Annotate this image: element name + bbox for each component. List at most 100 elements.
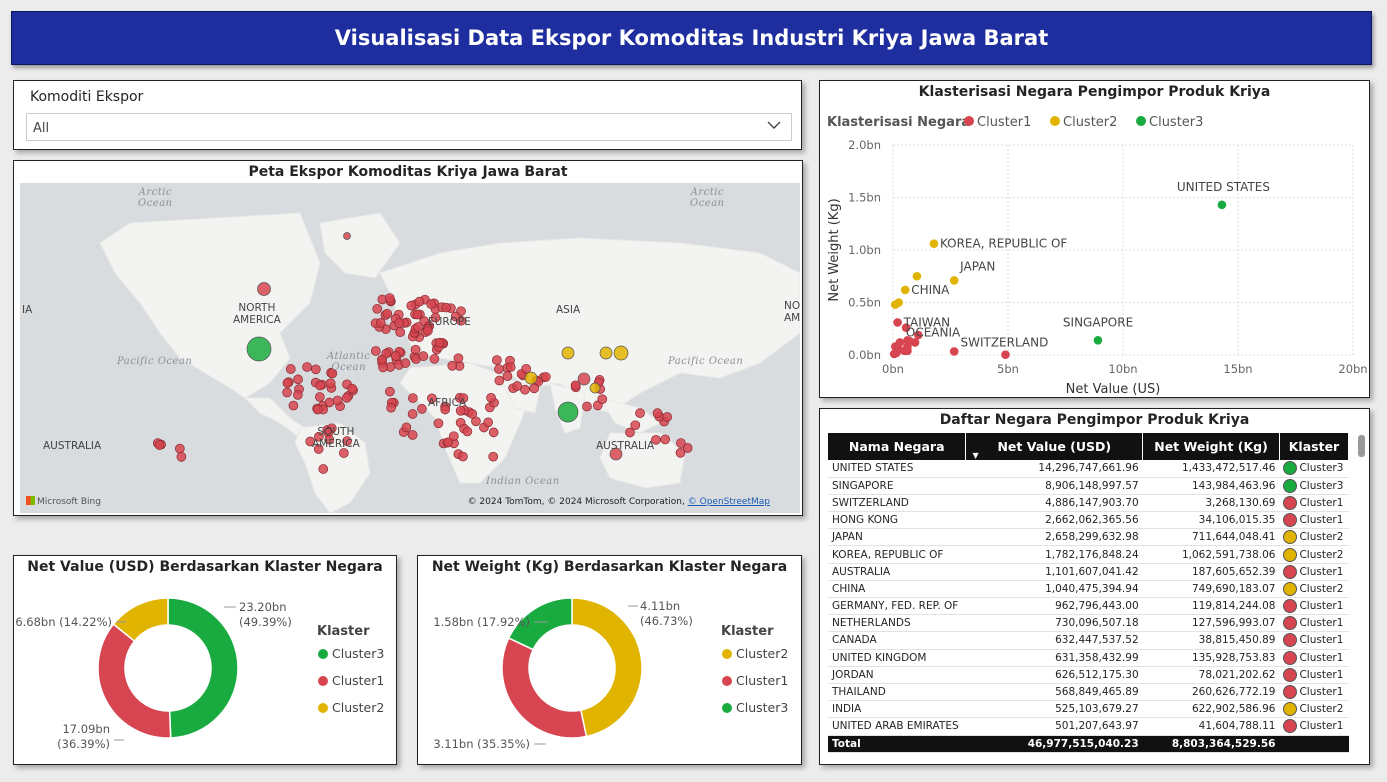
legend-label-cluster3[interactable]: Cluster3 (332, 646, 384, 661)
table-row[interactable]: AUSTRALIA 1,101,607,041.42 187,605,652.39 C… (828, 563, 1349, 581)
table-row[interactable]: THAILAND 568,849,465.89 260,626,772.19 Clus… (828, 683, 1349, 702)
scatter-point-cluster1[interactable] (891, 342, 900, 351)
map-point-cluster1[interactable] (154, 440, 165, 450)
map-point-cluster1[interactable] (597, 394, 608, 405)
map-point-cluster1[interactable] (293, 374, 303, 385)
map-point-cluster1[interactable] (343, 232, 351, 240)
map-point-cluster1[interactable] (382, 308, 393, 319)
map-point-cluster1[interactable] (453, 353, 464, 364)
map-point-cluster1[interactable] (370, 346, 381, 356)
map-point-cluster1[interactable] (324, 434, 335, 445)
map-point-cluster1[interactable] (338, 448, 349, 458)
map-point-cluster1[interactable] (302, 362, 312, 372)
scatter-point-cluster3[interactable] (1093, 336, 1103, 345)
map-point-cluster1[interactable] (494, 364, 504, 374)
map-point-cluster1[interactable] (305, 436, 316, 447)
map-point-cluster1[interactable] (325, 378, 336, 389)
donut-slice-cluster1[interactable] (501, 637, 588, 739)
map-point-cluster1[interactable] (529, 383, 540, 394)
scatter-point-cluster1[interactable] (914, 330, 923, 340)
map-point-cluster1[interactable] (652, 408, 663, 418)
scatter-point-cluster2[interactable] (900, 285, 910, 295)
legend-label-cluster2[interactable]: Cluster2 (1063, 115, 1117, 130)
legend-label-cluster3[interactable]: Cluster3 (736, 700, 788, 715)
col-header-net-value[interactable]: Net Value (USD) ▼ (965, 433, 1144, 460)
map-point-cluster1[interactable] (385, 386, 395, 397)
chevron-down-icon[interactable] (765, 116, 783, 134)
map-point-cluster1[interactable] (407, 430, 418, 440)
map-point-cluster1[interactable] (332, 395, 343, 406)
map-point-cluster1[interactable] (570, 380, 581, 391)
map-point-cluster1[interactable] (582, 401, 592, 412)
map-point-cluster1[interactable] (625, 427, 635, 438)
legend-label-cluster2[interactable]: Cluster2 (332, 700, 384, 715)
map-point-cluster1[interactable] (443, 437, 453, 448)
map-point-cluster1[interactable] (427, 393, 437, 404)
map-point-cluster1[interactable] (488, 427, 499, 438)
donut-slice-cluster3[interactable] (507, 597, 573, 651)
map-point-cluster1[interactable] (450, 311, 461, 322)
map-point-cluster1[interactable] (314, 392, 325, 402)
table-row[interactable]: GERMANY, FED. REP. OF 962,796,443.00 119,8… (828, 597, 1349, 616)
map-point-cluster1[interactable] (390, 351, 401, 361)
map-point-cluster1[interactable] (682, 443, 693, 453)
map-point-cluster1[interactable] (176, 452, 187, 462)
net-value-donut[interactable]: 23.20bn(49.39%) 17.09bn(36.39%) 6.68bn (14… (14, 580, 396, 764)
map-point-cluster1[interactable] (288, 400, 299, 411)
scatter-point-cluster3[interactable] (1217, 200, 1227, 210)
donut-slice-cluster2[interactable] (112, 597, 169, 643)
map-point-cluster2[interactable] (613, 345, 629, 361)
map-point-cluster1[interactable] (440, 404, 451, 415)
map-point-cluster1[interactable] (327, 368, 338, 379)
map-point-cluster1[interactable] (257, 282, 271, 296)
map-point-cluster1[interactable] (310, 364, 321, 375)
legend-label-cluster2[interactable]: Cluster2 (736, 646, 788, 661)
col-header-net-weight[interactable]: Net Weight (Kg) (1142, 433, 1280, 460)
map-point-cluster1[interactable] (492, 355, 502, 365)
map-point-cluster1[interactable] (410, 344, 421, 355)
map-point-cluster1[interactable] (407, 409, 418, 419)
table-scrollbar[interactable] (1358, 435, 1365, 457)
map-point-cluster1[interactable] (434, 337, 445, 348)
map-point-cluster1[interactable] (394, 318, 404, 329)
map-point-cluster1[interactable] (418, 351, 429, 362)
map-point-cluster1[interactable] (458, 451, 468, 462)
table-row[interactable]: CANADA 632,447,537.52 38,815,450.89 Cluster… (828, 631, 1349, 650)
table-row[interactable]: INDIA 525,103,679.27 622,902,586.96 Cluster… (828, 700, 1349, 719)
map-point-cluster3[interactable] (246, 336, 272, 362)
map-point-cluster1[interactable] (282, 387, 292, 398)
map-point-cluster1[interactable] (660, 434, 671, 445)
legend-label-cluster1[interactable]: Cluster1 (332, 673, 384, 688)
map-point-cluster1[interactable] (406, 300, 417, 311)
map-point-cluster2[interactable] (599, 346, 613, 360)
map-point-cluster1[interactable] (630, 420, 641, 431)
map-point-cluster1[interactable] (372, 303, 383, 314)
map-point-cluster1[interactable] (375, 318, 386, 328)
scatter-chart[interactable]: Klasterisasi Negara Cluster1 Cluster2 Clust… (820, 105, 1369, 397)
map-point-cluster1[interactable] (512, 381, 523, 391)
map-point-cluster1[interactable] (488, 451, 499, 462)
map-point-cluster1[interactable] (455, 405, 466, 416)
scatter-point-cluster1[interactable] (1001, 350, 1010, 359)
country-table[interactable]: Nama Negara Net Value (USD) ▼ Net Weight … (828, 433, 1350, 753)
map-point-cluster1[interactable] (483, 417, 494, 428)
scatter-point-cluster2[interactable] (912, 271, 922, 281)
table-row[interactable]: SINGAPORE 8,906,148,997.57 143,984,463.96 C… (828, 477, 1349, 495)
donut-slice-cluster2[interactable] (571, 597, 643, 738)
table-row[interactable]: CHINA 1,040,475,394.94 749,690,183.07 Clust… (828, 580, 1349, 599)
table-row[interactable]: UNITED KINGDOM 631,358,432.99 135,928,753.… (828, 649, 1349, 667)
map-point-cluster1[interactable] (609, 447, 623, 461)
scatter-point-cluster2[interactable] (891, 300, 900, 309)
table-row[interactable]: JORDAN 626,512,175.30 78,021,202.62 Cluster… (828, 666, 1349, 684)
map-point-cluster2[interactable] (561, 346, 575, 360)
map-point-cluster1[interactable] (462, 426, 473, 437)
map-point-cluster1[interactable] (441, 302, 451, 313)
table-row[interactable]: UNITED ARAB EMIRATES 501,207,643.97 41,604… (828, 717, 1349, 736)
map-point-cluster1[interactable] (341, 392, 352, 403)
map-point-cluster1[interactable] (324, 397, 335, 408)
col-header-cluster[interactable]: Klaster (1279, 433, 1350, 460)
legend-label-cluster1[interactable]: Cluster1 (977, 115, 1031, 130)
scatter-point-cluster1[interactable] (949, 347, 959, 356)
col-header-country[interactable]: Nama Negara (828, 433, 967, 460)
scatter-point-cluster1[interactable] (901, 323, 911, 332)
